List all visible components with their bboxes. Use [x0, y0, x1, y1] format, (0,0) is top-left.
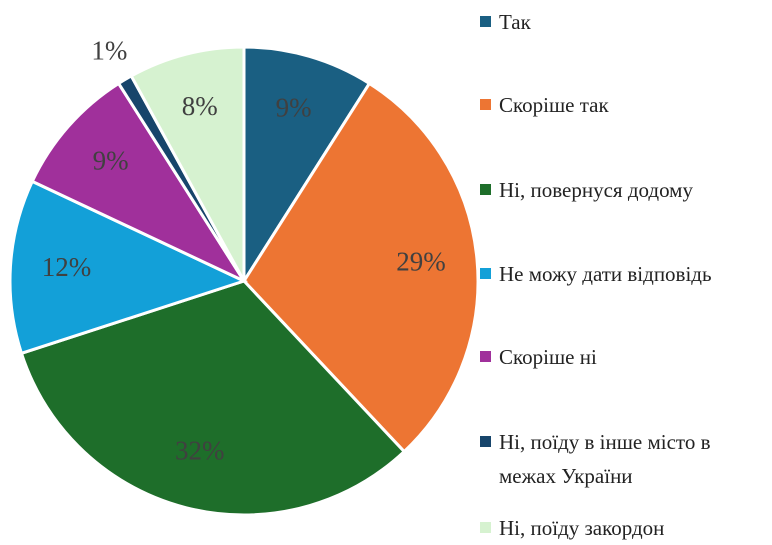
- legend-swatch: [480, 351, 491, 362]
- legend-label: Не можу дати відповідь: [499, 262, 712, 286]
- pie-slice: [242, 45, 372, 287]
- data-label: 12%: [42, 252, 92, 282]
- pie-slice: [30, 81, 249, 285]
- legend-swatch: [480, 268, 491, 279]
- legend: Так Скоріше так Ні, повернуся додому Не мож…: [480, 0, 770, 545]
- legend-item: Скоріше так: [480, 88, 770, 122]
- legend-swatch: [480, 16, 491, 27]
- pie-chart: 9% 29% 32% 12% 9% 1% 8%: [8, 36, 480, 517]
- legend-item: Так: [480, 5, 770, 39]
- data-label: 32%: [175, 435, 225, 465]
- legend-swatch: [480, 436, 491, 447]
- legend-item: Ні, повернуся додому: [480, 173, 770, 207]
- data-label: 9%: [93, 146, 129, 176]
- legend-swatch: [480, 184, 491, 195]
- legend-label: Ні, поїду в інше місто в межах України: [499, 430, 711, 488]
- data-label: 8%: [182, 91, 218, 121]
- legend-swatch: [480, 99, 491, 110]
- data-label: 1%: [91, 36, 127, 66]
- legend-item: Скоріше ні: [480, 340, 770, 374]
- pie-slice: [19, 279, 407, 517]
- legend-label: Так: [499, 10, 531, 34]
- legend-label: Ні, поїду закордон: [499, 516, 665, 540]
- legend-item: Ні, поїду в інше місто в межах України: [480, 425, 770, 493]
- legend-label: Скоріше так: [499, 93, 609, 117]
- pie-slice: [129, 45, 246, 282]
- legend-label: Ні, повернуся додому: [499, 178, 693, 202]
- pie-slice: [242, 81, 480, 454]
- pie-slice: [8, 179, 249, 356]
- data-label: 29%: [396, 246, 446, 276]
- data-label: 9%: [276, 92, 312, 122]
- legend-item: Ні, поїду закордон: [480, 511, 770, 545]
- legend-label: Скоріше ні: [499, 345, 597, 369]
- legend-swatch: [480, 522, 491, 533]
- legend-item: Не можу дати відповідь: [480, 257, 770, 291]
